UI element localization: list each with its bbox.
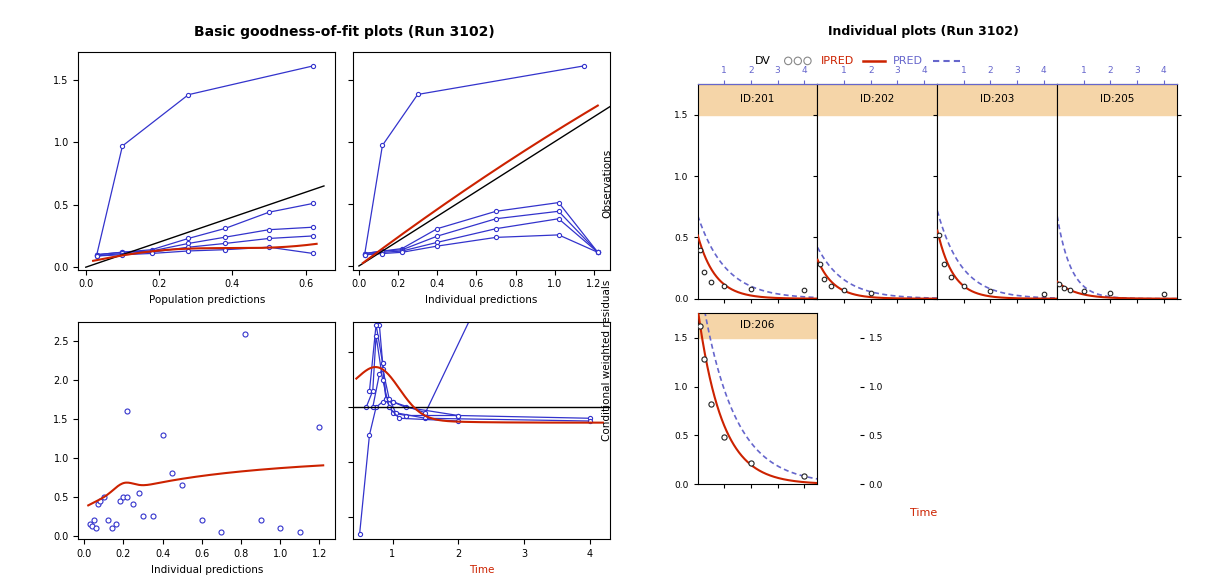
Text: IPRED: IPRED xyxy=(821,56,855,66)
Point xyxy=(106,519,126,528)
Point xyxy=(88,500,107,509)
Point xyxy=(91,496,110,505)
Point xyxy=(690,245,710,254)
Point xyxy=(834,285,853,295)
Point xyxy=(934,260,954,269)
Point xyxy=(82,521,101,531)
X-axis label: Time: Time xyxy=(468,565,494,575)
X-axis label: Individual predictions: Individual predictions xyxy=(425,295,537,305)
Point xyxy=(1034,289,1054,299)
Point xyxy=(87,523,106,532)
Text: Time: Time xyxy=(910,508,937,519)
Point xyxy=(861,288,880,297)
Text: Observations: Observations xyxy=(602,148,612,218)
Point xyxy=(163,469,182,478)
Point xyxy=(98,516,117,525)
Point xyxy=(1054,283,1073,292)
Text: ID:203: ID:203 xyxy=(980,95,1014,104)
Point xyxy=(815,274,834,284)
Point xyxy=(741,458,760,467)
Point xyxy=(144,512,163,521)
Text: Basic goodness-of-fit plots (Run 3102): Basic goodness-of-fit plots (Run 3102) xyxy=(193,25,495,39)
Text: DV: DV xyxy=(754,56,770,66)
Text: ID:202: ID:202 xyxy=(861,95,894,104)
Bar xyxy=(698,84,817,115)
Point xyxy=(715,282,734,291)
Point xyxy=(290,527,309,536)
Point xyxy=(211,527,231,536)
Point xyxy=(251,516,270,525)
X-axis label: Individual predictions: Individual predictions xyxy=(151,565,263,575)
Text: PRED: PRED xyxy=(893,56,923,66)
Point xyxy=(134,512,153,521)
Bar xyxy=(817,84,937,115)
Text: ID:206: ID:206 xyxy=(740,320,775,331)
Point xyxy=(695,267,715,276)
Point xyxy=(1101,288,1120,297)
Text: Individual plots (Run 3102): Individual plots (Run 3102) xyxy=(828,26,1019,38)
Point xyxy=(695,354,715,364)
Point xyxy=(113,492,133,501)
Point xyxy=(118,492,138,501)
Point xyxy=(270,523,290,532)
Point xyxy=(103,523,122,532)
Point xyxy=(118,407,138,416)
Point xyxy=(821,282,840,291)
Point xyxy=(1154,289,1173,299)
Point xyxy=(173,480,192,490)
Point xyxy=(929,230,949,240)
Point xyxy=(110,496,129,505)
Point xyxy=(955,282,974,291)
Point xyxy=(153,430,173,439)
Point xyxy=(310,422,330,432)
Point xyxy=(1061,285,1080,295)
Point xyxy=(715,433,734,442)
Point xyxy=(84,516,104,525)
Point xyxy=(129,488,148,498)
X-axis label: Population predictions: Population predictions xyxy=(148,295,264,305)
Point xyxy=(235,329,255,338)
Point xyxy=(1050,280,1069,289)
Point xyxy=(690,321,710,331)
Point xyxy=(81,519,100,528)
Point xyxy=(794,472,814,481)
Point xyxy=(192,516,211,525)
Bar xyxy=(1057,84,1177,115)
Text: ID:201: ID:201 xyxy=(740,95,775,104)
Point xyxy=(94,492,113,501)
Point xyxy=(794,285,814,295)
Point xyxy=(981,287,1001,296)
Text: ID:205: ID:205 xyxy=(1100,95,1135,104)
Point xyxy=(1074,287,1094,296)
Point xyxy=(123,500,142,509)
Bar xyxy=(937,84,1057,115)
Point xyxy=(810,260,829,269)
Bar xyxy=(698,313,817,338)
Point xyxy=(941,272,961,281)
Text: Conditional weighted residuals: Conditional weighted residuals xyxy=(602,280,612,441)
Point xyxy=(701,400,721,409)
Point xyxy=(701,277,721,286)
Point xyxy=(741,284,760,293)
